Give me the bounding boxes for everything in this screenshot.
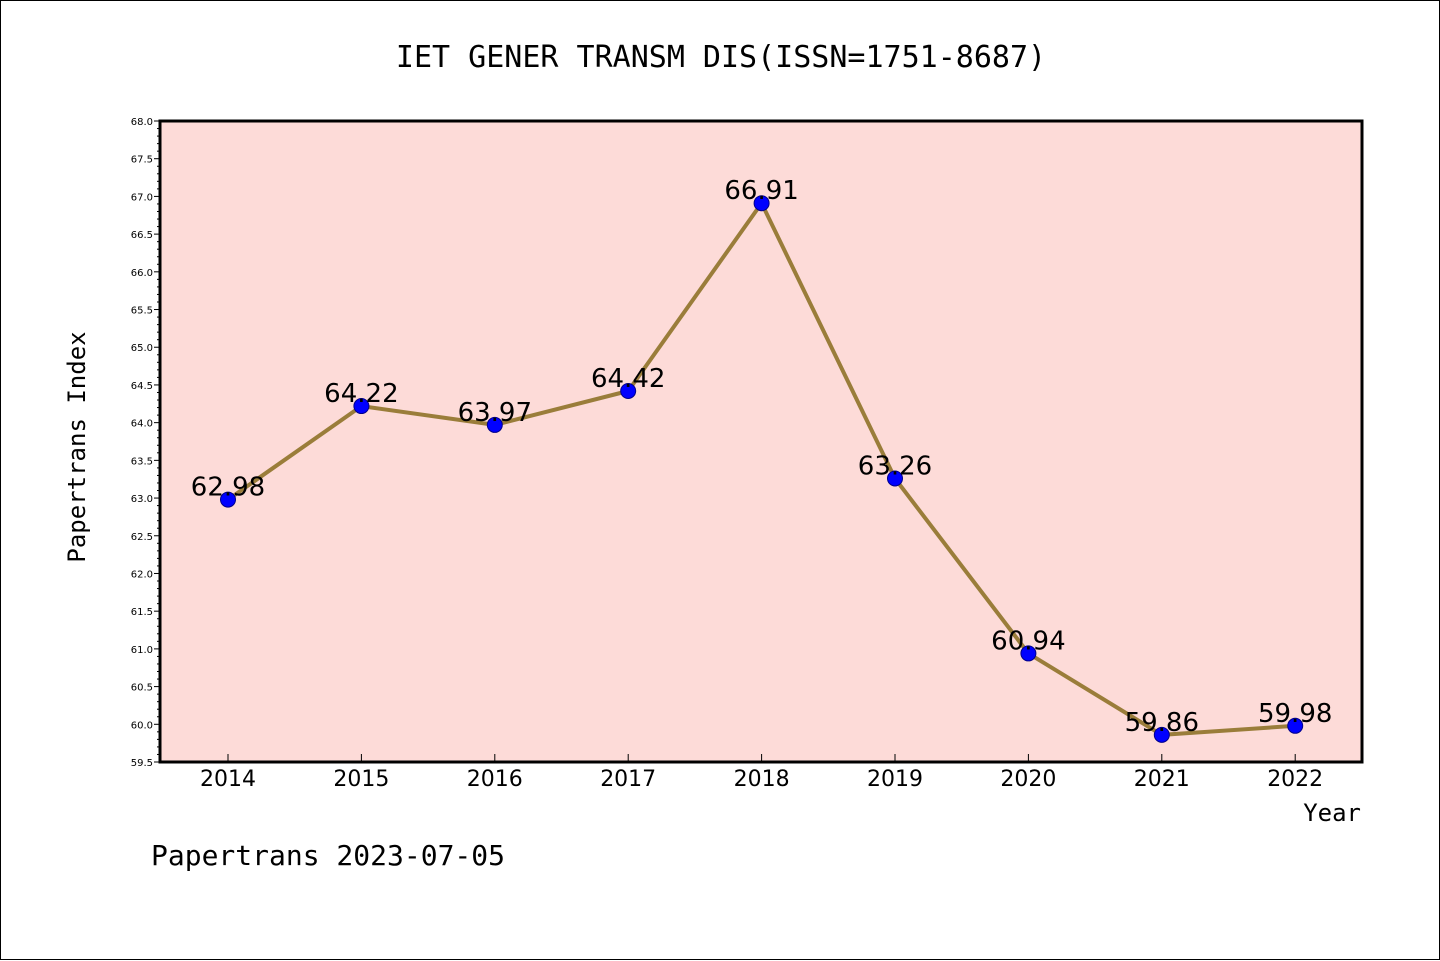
y-tick-label: 59.5 <box>131 758 153 769</box>
y-tick-label: 67.5 <box>131 155 153 166</box>
x-tick-label: 2019 <box>867 767 923 792</box>
x-tick-label: 2021 <box>1134 767 1190 792</box>
y-tick-label: 61.5 <box>131 607 153 618</box>
chart-title: IET GENER TRANSM DIS(ISSN=1751-8687) <box>396 40 1046 75</box>
data-point-marker <box>753 195 770 212</box>
data-label: 64.22 <box>324 379 398 409</box>
data-label: 60.94 <box>991 626 1065 656</box>
data-point-marker <box>887 470 903 487</box>
x-axis-ticks: 2014 2015 2016 2017 2018 2019 2020 2021 2022 <box>200 754 1323 792</box>
x-tick-label: 2015 <box>333 767 389 792</box>
data-label: 63.97 <box>458 398 532 428</box>
y-tick-label: 63.0 <box>131 494 153 505</box>
y-tick-label: 61.0 <box>131 645 153 656</box>
data-label: 59.86 <box>1125 708 1199 738</box>
plot-border <box>158 119 1364 764</box>
x-tick-label: 2017 <box>600 767 656 792</box>
y-tick-label: 62.5 <box>131 532 153 543</box>
x-tick-label: 2018 <box>734 767 790 792</box>
y-tick-label: 67.0 <box>131 192 153 203</box>
y-tick-label: 64.5 <box>131 381 153 392</box>
data-label: 63.26 <box>858 451 932 481</box>
y-tick-label: 62.0 <box>131 569 153 580</box>
y-tick-label: 63.5 <box>131 456 153 467</box>
data-label: 66.91 <box>724 176 798 206</box>
plot-area <box>160 121 1362 762</box>
series: 62.98 64.22 63.97 64.42 66.91 63.26 60.94 59.86… <box>191 176 1332 743</box>
data-point-marker <box>1153 726 1170 743</box>
data-point-marker <box>353 398 370 415</box>
data-point-marker <box>620 382 637 399</box>
x-axis-label: Year <box>1303 799 1361 827</box>
data-label: 64.42 <box>591 364 665 394</box>
x-tick-label: 2016 <box>467 767 523 792</box>
data-point-marker <box>220 491 236 508</box>
x-tick-label: 2014 <box>200 767 256 792</box>
y-axis-ticks: 59.5 60.0 60.5 61.0 61.5 62.0 62.5 63.0 63.5 64.0… <box>131 117 160 769</box>
y-tick-label: 60.5 <box>131 683 153 694</box>
data-label: 62.98 <box>191 473 265 503</box>
data-label: 59.98 <box>1258 699 1332 729</box>
x-tick-label: 2022 <box>1267 767 1323 792</box>
y-tick-label: 65.0 <box>131 343 153 354</box>
y-tick-label: 66.5 <box>131 230 153 241</box>
y-tick-label: 65.5 <box>131 306 153 317</box>
footer-text: Papertrans 2023-07-05 <box>151 839 505 872</box>
y-axis-label: Papertrans Index <box>63 331 91 562</box>
y-tick-label: 68.0 <box>131 117 153 128</box>
data-point-marker <box>1020 645 1037 662</box>
y-tick-label: 66.0 <box>131 268 153 279</box>
y-tick-label: 64.0 <box>131 419 153 430</box>
y-tick-label: 60.0 <box>131 720 153 731</box>
data-point-marker <box>1287 717 1304 734</box>
data-point-marker <box>486 416 503 433</box>
x-tick-label: 2020 <box>1000 767 1056 792</box>
